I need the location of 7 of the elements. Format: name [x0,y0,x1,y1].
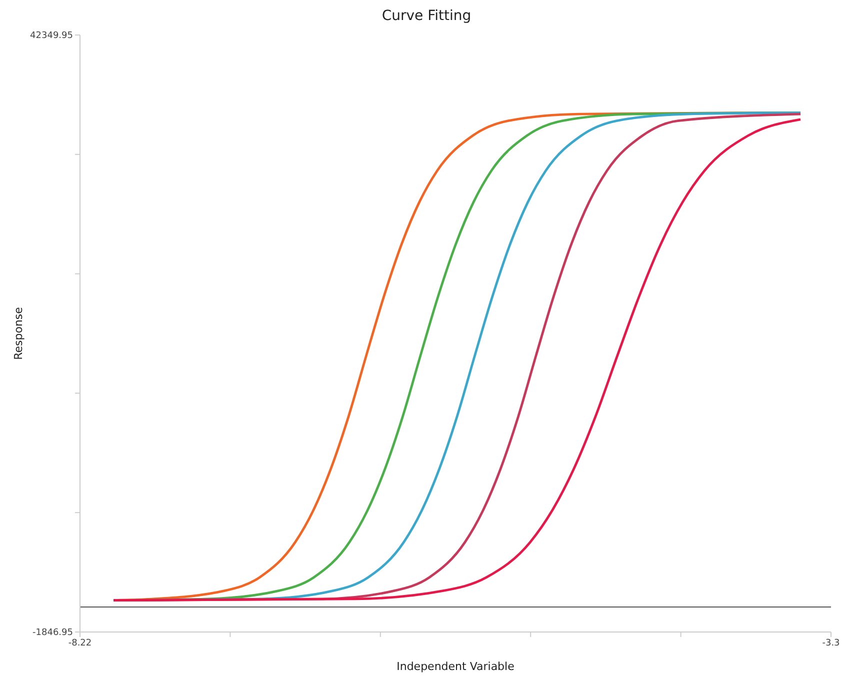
y-tick-label: 42349.95 [30,31,73,42]
chart-title: Curve Fitting [380,8,472,26]
y-axis-title: Response [12,306,25,360]
x-tick-label: -3.3 [822,638,840,648]
y-tick-label: -1846.95 [32,628,73,638]
x-axis-title: Independent Variable [396,660,515,673]
x-tick-label: -8.22 [68,638,92,648]
